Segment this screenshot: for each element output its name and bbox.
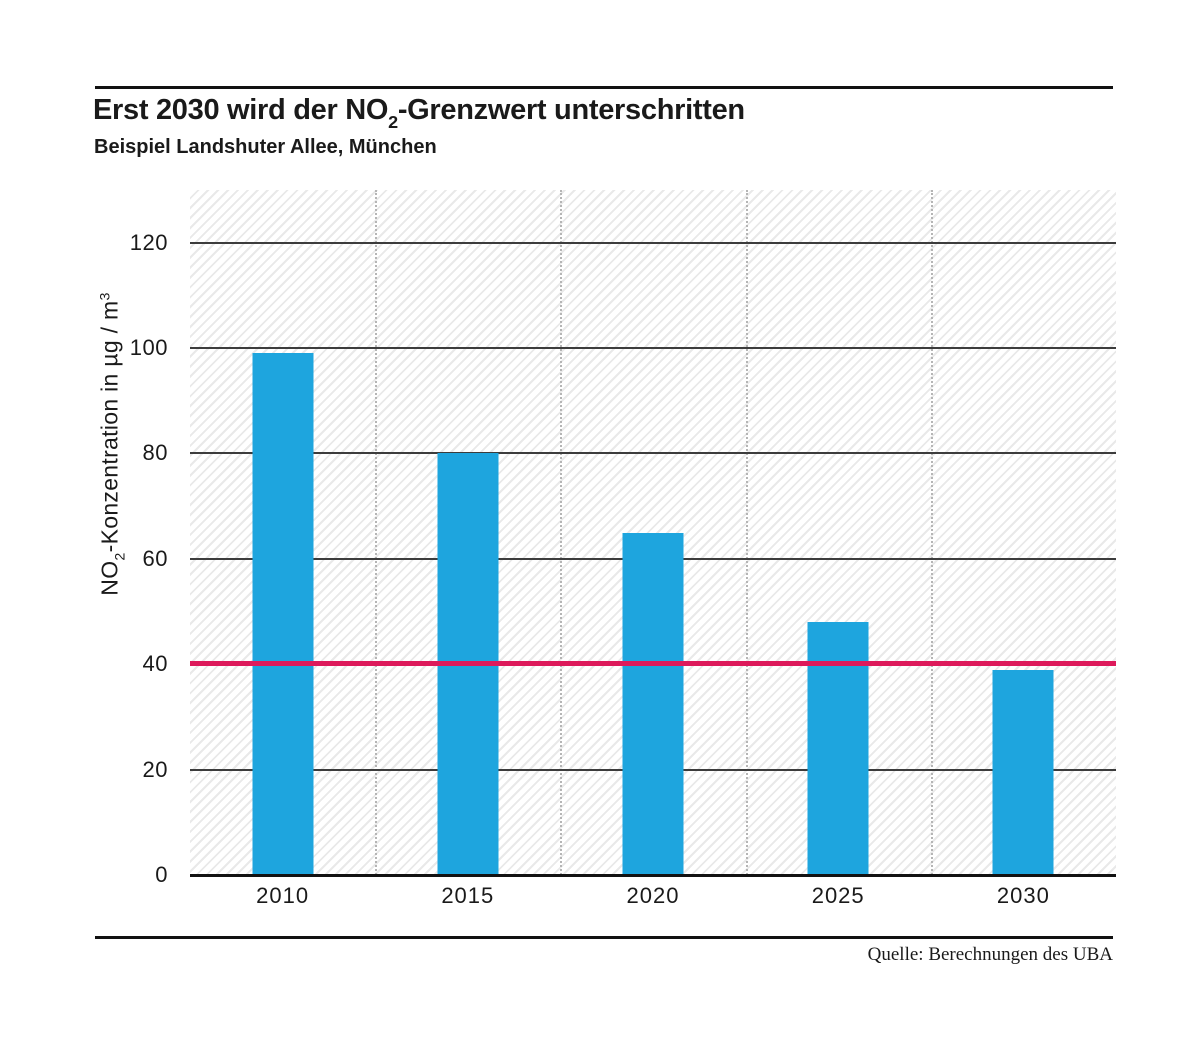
bar-2020 [622, 532, 684, 875]
y-axis-title-superscript: 3 [97, 292, 114, 301]
category-separator [560, 190, 563, 875]
header-rule [95, 86, 1113, 89]
x-tick-label-2025: 2025 [811, 883, 865, 908]
y-tick-label-20: 20 [142, 756, 168, 782]
gridline-100 [190, 347, 1116, 350]
x-axis-line [190, 874, 1116, 877]
y-tick-label-80: 80 [142, 440, 168, 466]
category-separator [930, 190, 933, 875]
page-subtitle: Beispiel Landshuter Allee, München [94, 136, 437, 158]
plot-area [190, 190, 1116, 877]
x-tick-label-2020: 2020 [626, 883, 680, 908]
gridline-80 [190, 452, 1116, 455]
y-tick-label-100: 100 [129, 335, 168, 361]
source-credit: Quelle: Berechnungen des UBA [867, 944, 1113, 965]
category-separator [375, 190, 378, 875]
title-subscript: 2 [388, 111, 398, 132]
title-text-end: -Grenzwert unterschritten [397, 94, 745, 126]
y-tick-label-0: 0 [155, 862, 168, 887]
bar-2025 [807, 622, 869, 875]
x-tick-label-2010: 2010 [256, 883, 310, 908]
gridline-120 [190, 241, 1116, 244]
title-text: Erst 2030 wird der NO [93, 94, 389, 126]
page-title: Erst 2030 wird der NO2-Grenzwert untersc… [93, 94, 745, 132]
x-tick-label-2015: 2015 [441, 883, 495, 908]
category-separator [745, 190, 748, 875]
y-tick-label-120: 120 [129, 229, 168, 255]
footer-rule [95, 936, 1113, 939]
y-tick-label-60: 60 [142, 545, 168, 571]
bar-2030 [992, 669, 1054, 875]
x-tick-label-2030: 2030 [996, 883, 1050, 908]
bar-2010 [252, 353, 314, 875]
limit-line [190, 661, 1116, 667]
y-tick-label-40: 40 [142, 651, 168, 677]
